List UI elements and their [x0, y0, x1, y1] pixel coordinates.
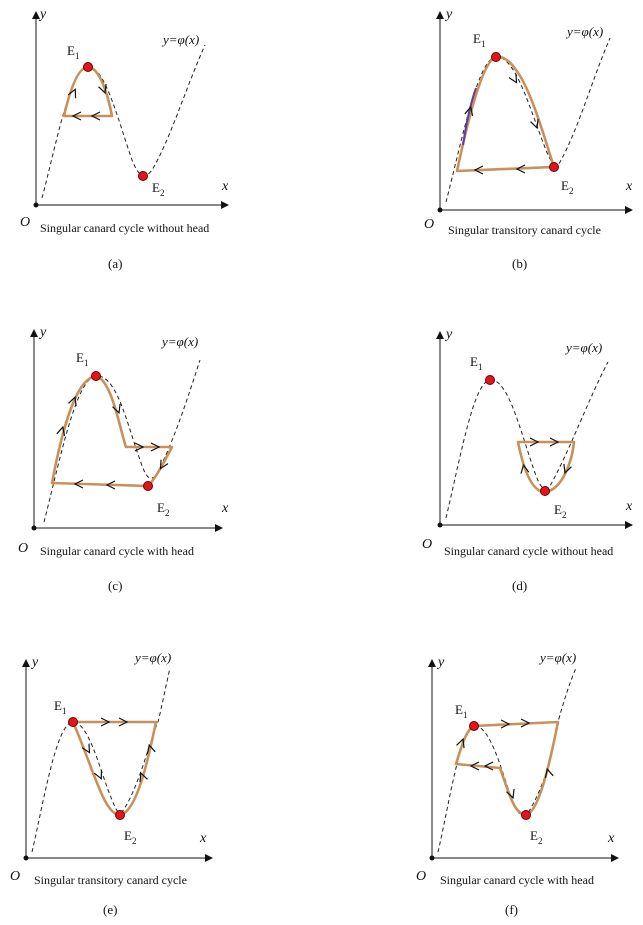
- curve-label: y=φ(x): [160, 334, 198, 349]
- equilibrium-e2: [549, 162, 559, 172]
- curve-label: y=φ(x): [564, 340, 602, 355]
- e2-label: E2: [157, 500, 169, 518]
- critical-curve: [43, 359, 201, 523]
- curve-label: y=φ(x): [133, 650, 171, 665]
- origin-dot: [437, 207, 443, 213]
- canard-cycle: [71, 720, 158, 817]
- e1-label: E1: [473, 31, 485, 49]
- equilibrium-e2: [540, 486, 550, 496]
- e2-label: E2: [530, 828, 542, 846]
- origin-dot: [429, 855, 435, 861]
- y-label: y: [38, 7, 47, 22]
- critical-curve: [445, 37, 611, 203]
- critical-curve: [41, 44, 206, 199]
- origin-dot: [31, 525, 37, 531]
- y-label: y: [30, 655, 39, 670]
- critical-curve: [437, 667, 577, 853]
- curve-label: y=φ(x): [538, 650, 576, 665]
- canard-cycle: [516, 440, 576, 494]
- panel-f: E1 E2 y=φ(x) x y O Singular canard cycle…: [416, 650, 619, 917]
- panel-b: E1 E2 y=φ(x) x y O Singular transitory c…: [424, 7, 633, 271]
- origin-label: O: [10, 869, 20, 884]
- equilibrium-e1: [91, 371, 101, 381]
- canard-cycle: [50, 374, 174, 488]
- x-label: x: [625, 499, 633, 514]
- canard-cycle: [454, 720, 560, 817]
- equilibrium-e2: [521, 810, 531, 820]
- panel-caption: Singular canard cycle without head: [444, 544, 613, 558]
- origin-dot: [437, 522, 443, 528]
- e2-label: E2: [124, 828, 136, 846]
- y-label: y: [436, 655, 445, 670]
- origin-label: O: [18, 541, 28, 556]
- panel-caption: Singular transitory canard cycle: [34, 873, 187, 887]
- e1-label: E1: [67, 43, 79, 61]
- panel-subfig-label: (f): [505, 902, 518, 917]
- origin-dot: [23, 855, 29, 861]
- e1-label: E1: [76, 350, 88, 368]
- equilibrium-e1: [68, 717, 78, 727]
- e1-label: E1: [455, 702, 467, 720]
- curve-label: y=φ(x): [161, 32, 199, 47]
- panel-caption: Singular transitory canard cycle: [448, 223, 601, 237]
- equilibrium-e2: [115, 810, 125, 820]
- equilibrium-e1: [491, 52, 501, 62]
- y-label: y: [444, 7, 453, 22]
- panel-subfig-label: (b): [512, 256, 527, 271]
- panel-c: E1 E2 y=φ(x) x y O Singular canard cycle…: [18, 325, 229, 593]
- e1-label: E1: [470, 354, 482, 372]
- origin-dot: [33, 202, 39, 208]
- equilibrium-e1: [469, 721, 479, 731]
- origin-label: O: [20, 215, 30, 230]
- panel-a: E1 E2 y=φ(x) x y O Singular canard cycle…: [20, 7, 229, 271]
- x-label: x: [221, 501, 229, 516]
- critical-curve: [445, 361, 609, 519]
- panel-d: E1 E2 y=φ(x) x y O Singular canard cycle…: [422, 327, 633, 593]
- e2-label: E2: [554, 502, 566, 520]
- e2-label: E2: [152, 180, 164, 198]
- panel-caption: Singular canard cycle with head: [40, 544, 194, 558]
- panel-subfig-label: (a): [108, 256, 122, 271]
- origin-label: O: [424, 217, 434, 232]
- x-label: x: [625, 179, 633, 194]
- critical-curve: [31, 667, 171, 853]
- curve-label: y=φ(x): [565, 24, 603, 39]
- equilibrium-e2: [138, 171, 148, 181]
- panel-caption: Singular canard cycle with head: [440, 873, 594, 887]
- panel-subfig-label: (d): [512, 578, 527, 593]
- e1-label: E1: [54, 698, 66, 716]
- y-label: y: [38, 325, 47, 340]
- e2-label: E2: [561, 178, 573, 196]
- panel-subfig-label: (e): [103, 902, 117, 917]
- panel-e: E1 E2 y=φ(x) x y O Singular transitory c…: [10, 650, 213, 917]
- panel-caption: Singular canard cycle without head: [40, 221, 209, 235]
- canard-cycle: [455, 55, 556, 173]
- equilibrium-e1: [83, 62, 93, 72]
- origin-label: O: [422, 537, 432, 552]
- x-label: x: [607, 831, 615, 846]
- x-label: x: [199, 831, 207, 846]
- x-label: x: [221, 179, 229, 194]
- flow-segment: [462, 87, 477, 146]
- y-label: y: [444, 327, 453, 342]
- panel-subfig-label: (c): [108, 578, 122, 593]
- equilibrium-e1: [485, 375, 495, 385]
- equilibrium-e2: [143, 481, 153, 491]
- origin-label: O: [416, 869, 426, 884]
